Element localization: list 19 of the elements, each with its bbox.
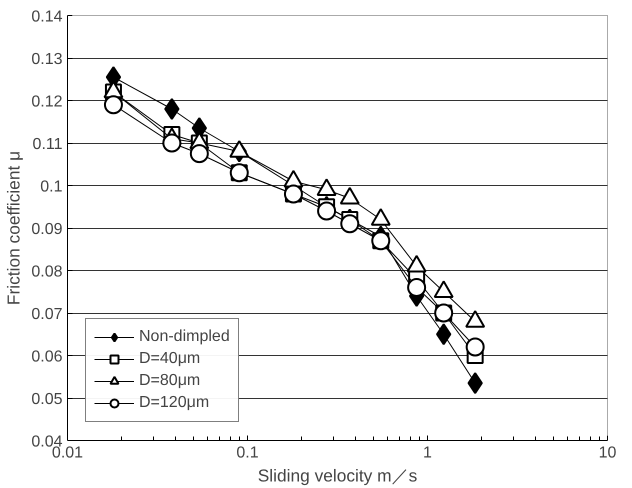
y-tick-label: 0.06 [31, 348, 63, 366]
y-tick-label: 0.13 [31, 51, 63, 68]
y-tick-label: 0.05 [31, 391, 63, 408]
x-tick-label: 0.1 [236, 444, 259, 462]
legend-label: Non-dimpled [139, 328, 230, 346]
y-tick-label: 0.09 [31, 221, 63, 238]
legend-label: D=120μm [139, 394, 210, 412]
y-tick-label: 0.08 [31, 264, 63, 280]
x-tick-label: 10 [598, 444, 616, 462]
y-tick-label: 0.07 [31, 306, 63, 323]
y-tick-label: 0.1 [40, 178, 63, 196]
y-tick-label: 0.14 [31, 8, 63, 26]
y-axis-title: Friction coefficient μ [3, 150, 24, 306]
y-tick-label: 0.11 [32, 136, 63, 153]
x-tick-label: 1 [423, 444, 432, 462]
x-axis-title: Sliding velocity m／s [258, 466, 418, 486]
legend-label: D=40μm [139, 350, 200, 368]
y-tick-label: 0.12 [31, 94, 63, 110]
legend-label: D=80μm [139, 372, 200, 390]
